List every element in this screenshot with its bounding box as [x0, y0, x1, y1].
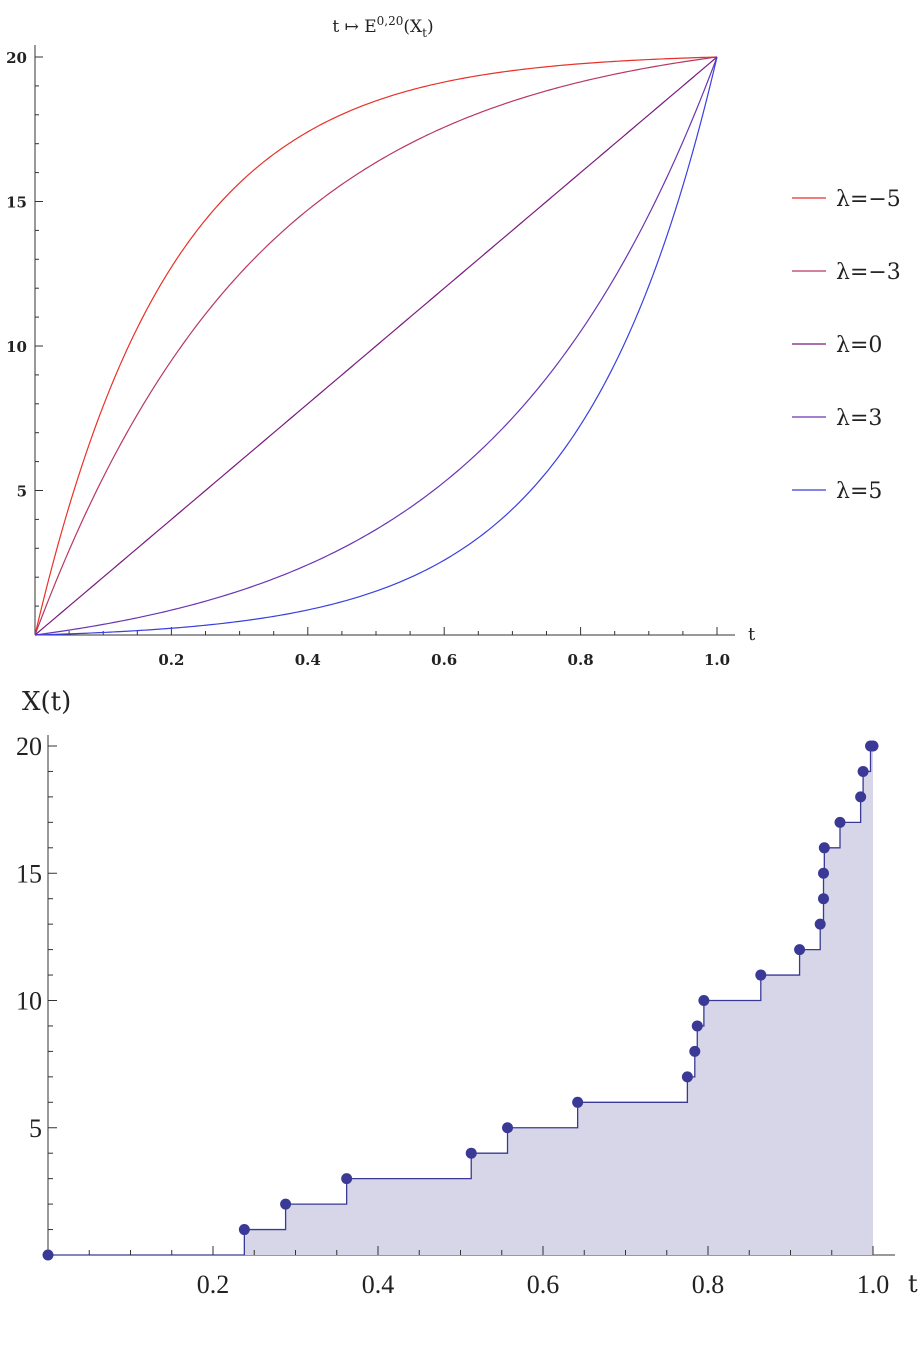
y-axis-label: X(t)	[22, 687, 71, 717]
x-ticks: 0.2 0.4 0.6 0.8 1.0	[88, 1246, 890, 1299]
data-point	[572, 1096, 584, 1108]
series-line	[34, 56, 718, 636]
data-point	[794, 944, 806, 956]
x-axis-label: t	[748, 624, 756, 645]
data-point	[818, 893, 829, 905]
data-point	[341, 1173, 353, 1185]
data-point	[855, 791, 867, 803]
x-tick-label: 0.2	[158, 651, 184, 669]
data-point	[698, 995, 710, 1006]
x-tick-label: 0.8	[568, 651, 594, 669]
series-line	[34, 56, 718, 636]
x-tick-label: 0.8	[692, 1270, 725, 1299]
series-lines	[34, 56, 718, 636]
step-points	[42, 740, 879, 1261]
data-point	[867, 740, 879, 752]
y-tick-label: 10	[6, 338, 27, 356]
x-axis-label: t	[908, 1270, 918, 1298]
legend: λ=−5 λ=−3 λ=0 λ=3 λ=5	[792, 187, 901, 504]
data-point	[465, 1147, 477, 1159]
data-point	[755, 969, 767, 981]
legend-label: λ=−3	[836, 260, 901, 285]
x-tick-label: 1.0	[857, 1270, 890, 1299]
x-tick-label: 0.4	[362, 1270, 395, 1299]
y-tick-label: 10	[16, 987, 42, 1016]
data-point	[857, 765, 869, 777]
x-tick-label: 0.4	[295, 651, 321, 669]
data-point	[280, 1198, 292, 1210]
bottom-chart: X(t) 0.2 0.4 0.6 0.8 1.0 5 10 15 20 t	[16, 687, 918, 1299]
x-ticks: 0.2 0.4 0.6 0.8 1.0	[68, 627, 730, 669]
data-point	[691, 1020, 703, 1032]
y-tick-label: 15	[6, 194, 27, 212]
legend-label: λ=−5	[836, 187, 901, 212]
data-point	[502, 1122, 514, 1134]
y-tick-label: 20	[6, 49, 27, 67]
y-ticks: 5 10 15 20	[16, 732, 57, 1231]
legend-label: λ=3	[836, 406, 882, 431]
data-point	[681, 1071, 693, 1083]
data-point	[238, 1224, 250, 1236]
data-point	[42, 1249, 54, 1261]
data-point	[834, 816, 846, 828]
data-point	[814, 918, 826, 930]
data-point	[818, 842, 830, 854]
y-tick-label: 5	[17, 483, 27, 501]
y-tick-label: 20	[16, 732, 42, 761]
legend-label: λ=0	[836, 333, 882, 358]
chart-title: t ↦ E0,20(Xt)	[332, 14, 433, 40]
series-line	[34, 56, 718, 636]
x-tick-label: 0.6	[527, 1270, 560, 1299]
step-area-fill	[48, 746, 873, 1255]
y-tick-label: 5	[29, 1114, 42, 1143]
legend-label: λ=5	[836, 479, 882, 504]
series-line	[34, 56, 718, 636]
x-tick-label: 0.2	[197, 1270, 230, 1299]
series-line	[34, 56, 718, 636]
x-tick-label: 0.6	[431, 651, 457, 669]
data-point	[689, 1045, 701, 1057]
data-point	[818, 867, 829, 879]
y-ticks: 5 10 15 20	[6, 49, 43, 607]
x-tick-label: 1.0	[704, 651, 730, 669]
y-tick-label: 15	[16, 859, 42, 888]
